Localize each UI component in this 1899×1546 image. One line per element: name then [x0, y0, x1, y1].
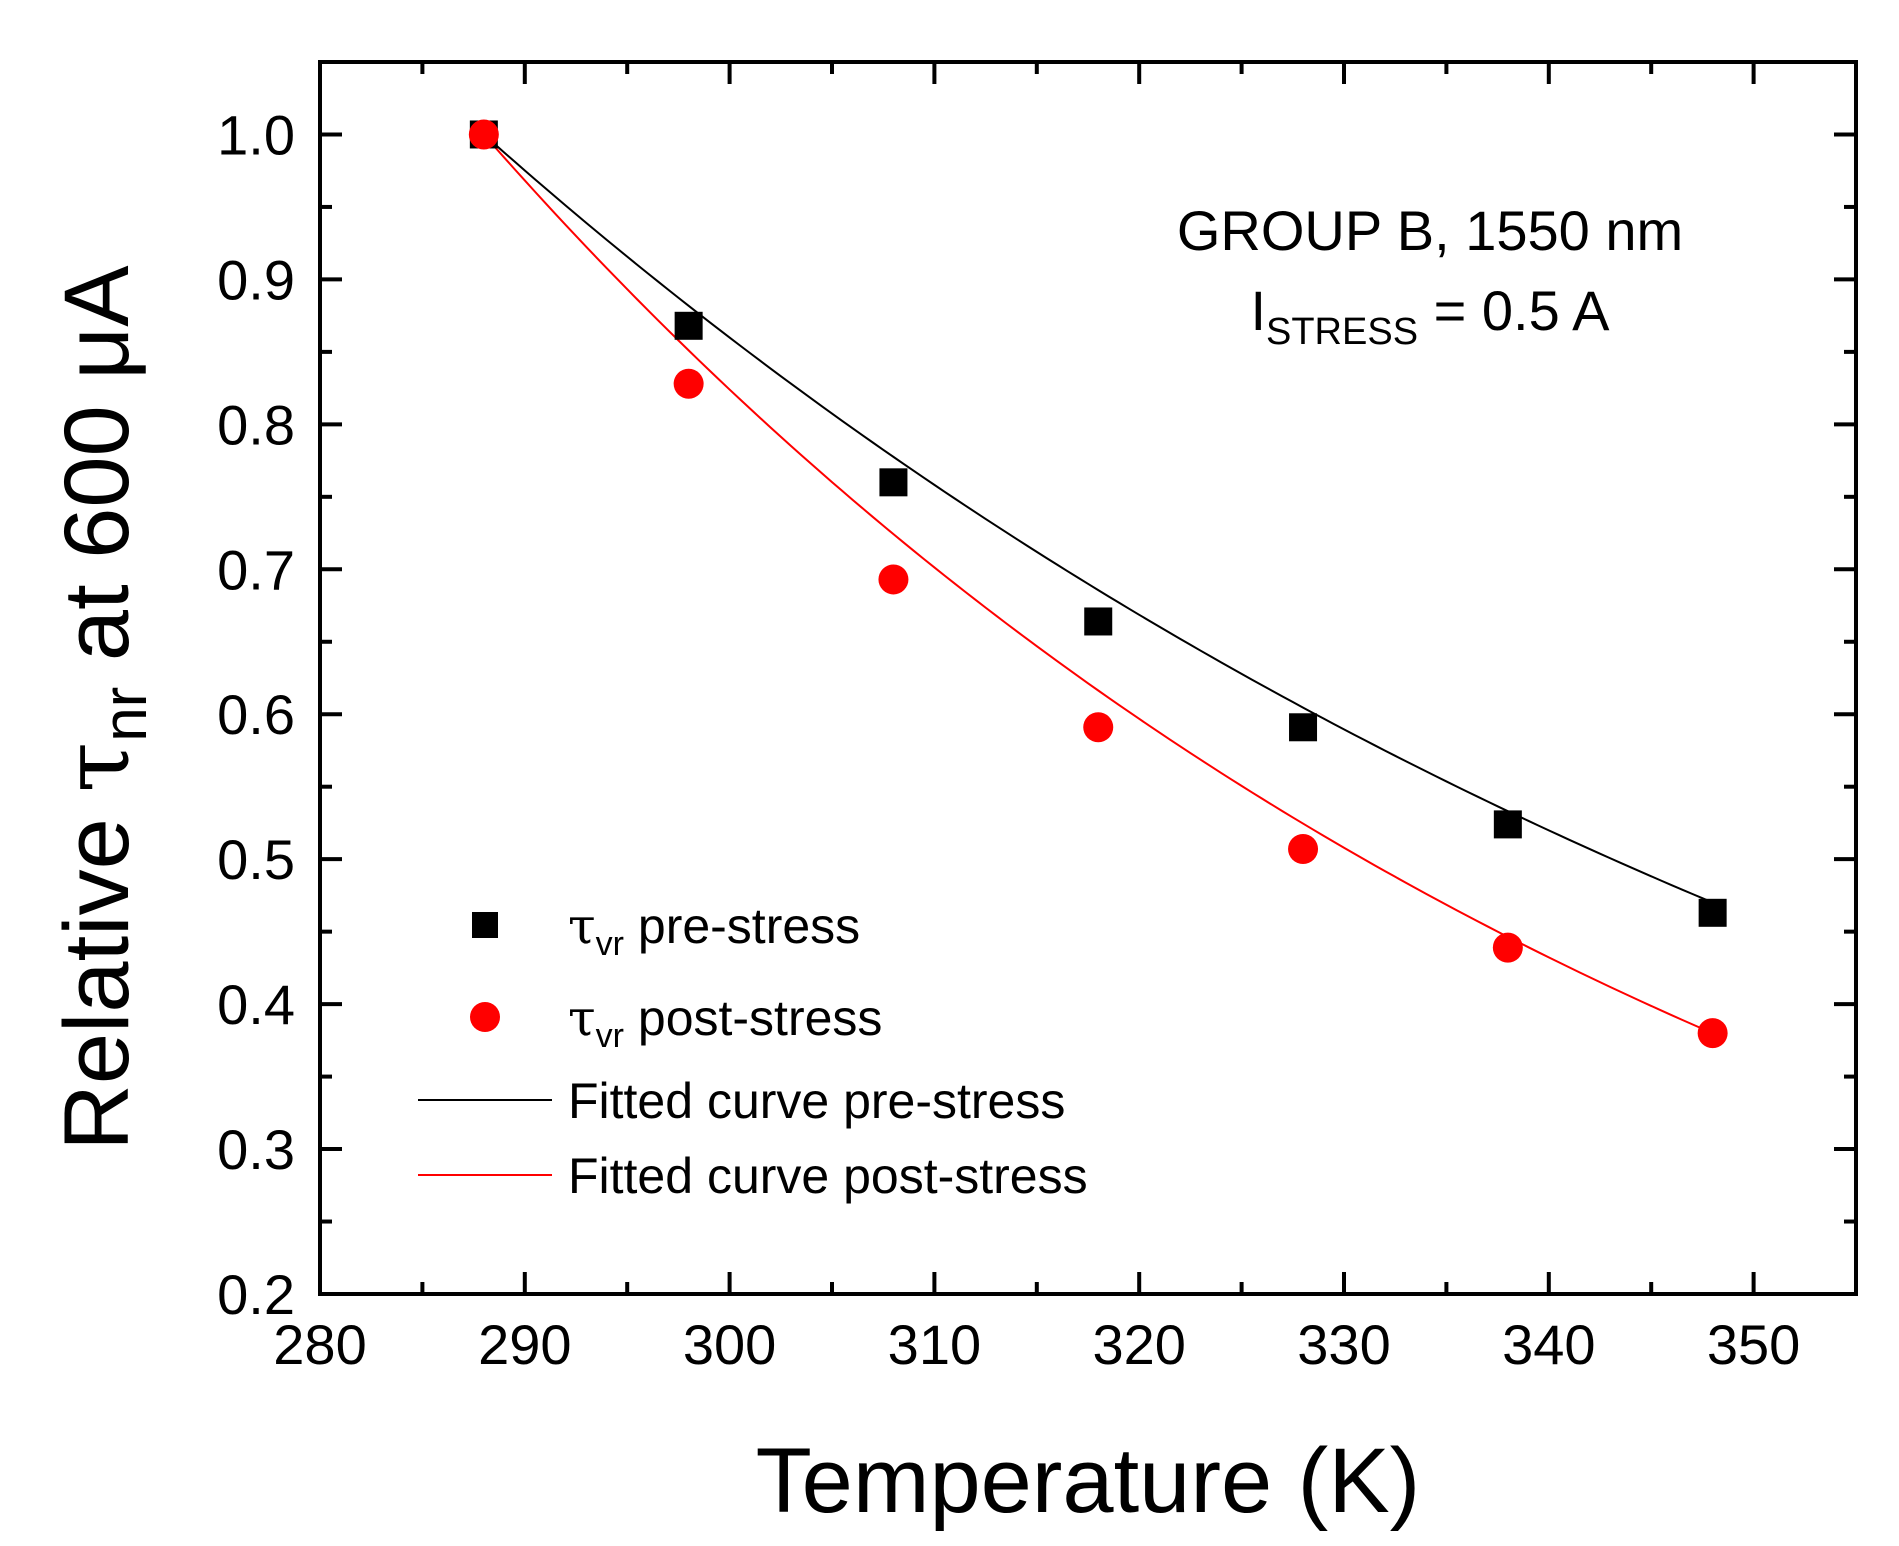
y-tick-label: 1.0 [217, 103, 295, 166]
annotation-line2: ISTRESS = 0.5 A [1250, 279, 1610, 353]
x-tick-label: 330 [1297, 1313, 1390, 1376]
x-tick-label: 310 [888, 1313, 981, 1376]
x-tick-labels: 280 290 300 310 320 330 340 350 [273, 1313, 1800, 1376]
legend-marker-pre-stress [472, 912, 498, 938]
legend-marker-post-stress [470, 1002, 500, 1032]
y-tick-label: 0.7 [217, 538, 295, 601]
data-markers [468, 119, 1728, 1049]
y-axis-label-suffix: at 600 μA [46, 265, 148, 687]
legend-pre-stress-text: pre-stress [624, 898, 860, 954]
annotation-current-value: = 0.5 A [1418, 279, 1610, 342]
x-axis-label: Temperature (K) [756, 1430, 1421, 1532]
data-point-post-stress [1697, 1018, 1728, 1049]
y-tick-label: 0.2 [217, 1263, 295, 1326]
y-tick-label: 0.6 [217, 683, 295, 746]
legend-label-fit-post-stress: Fitted curve post-stress [568, 1148, 1088, 1204]
legend-post-stress-subscript: vr [596, 1017, 624, 1055]
data-point-pre-stress [1084, 607, 1113, 636]
data-point-post-stress [673, 368, 704, 399]
data-point-post-stress [1083, 712, 1114, 743]
data-point-pre-stress [1289, 713, 1318, 742]
y-tick-label: 0.4 [217, 973, 295, 1036]
legend-label-fit-pre-stress: Fitted curve pre-stress [568, 1073, 1065, 1129]
annotation-current-subscript: STRESS [1266, 311, 1418, 353]
y-axis-label-prefix: Relative [46, 793, 148, 1151]
legend-pre-stress-symbol: τ [568, 897, 596, 955]
data-point-post-stress [1492, 932, 1523, 963]
annotation-current-symbol: I [1250, 279, 1266, 342]
legend: τvr pre-stress τvr post-stress Fitted cu… [418, 897, 1088, 1204]
legend-pre-stress-subscript: vr [596, 925, 624, 963]
data-point-post-stress [468, 119, 499, 150]
plot-frame [318, 60, 1858, 1296]
y-tick-label: 0.3 [217, 1118, 295, 1181]
y-axis-label-subscript: nr [91, 687, 160, 742]
x-tick-label: 300 [683, 1313, 776, 1376]
y-tick-label: 0.5 [217, 828, 295, 891]
legend-label-post-stress: τvr post-stress [568, 989, 882, 1055]
x-tick-label: 290 [478, 1313, 571, 1376]
legend-label-pre-stress: τvr pre-stress [568, 897, 860, 963]
y-tick-labels: 0.2 0.3 0.4 0.5 0.6 0.7 0.8 0.9 1.0 [217, 103, 295, 1326]
legend-post-stress-text: post-stress [624, 990, 882, 1046]
legend-post-stress-symbol: τ [568, 989, 596, 1047]
data-point-pre-stress [879, 468, 908, 497]
y-axis-label-symbol: τ [43, 742, 150, 793]
x-tick-label: 320 [1092, 1313, 1185, 1376]
data-point-pre-stress [1698, 898, 1727, 927]
x-tick-label: 340 [1502, 1313, 1595, 1376]
x-tick-label: 280 [273, 1313, 366, 1376]
x-tick-label: 350 [1707, 1313, 1800, 1376]
data-point-pre-stress [1493, 810, 1522, 839]
data-point-post-stress [878, 564, 909, 595]
data-point-pre-stress [674, 311, 703, 340]
y-axis-label: Relative τnr at 600 μA [43, 265, 160, 1151]
annotation-line1: GROUP B, 1550 nm [1177, 199, 1683, 262]
y-tick-label: 0.8 [217, 393, 295, 456]
y-tick-label: 0.9 [217, 248, 295, 311]
data-point-post-stress [1288, 834, 1319, 865]
annotation: GROUP B, 1550 nm ISTRESS = 0.5 A [1177, 199, 1683, 353]
